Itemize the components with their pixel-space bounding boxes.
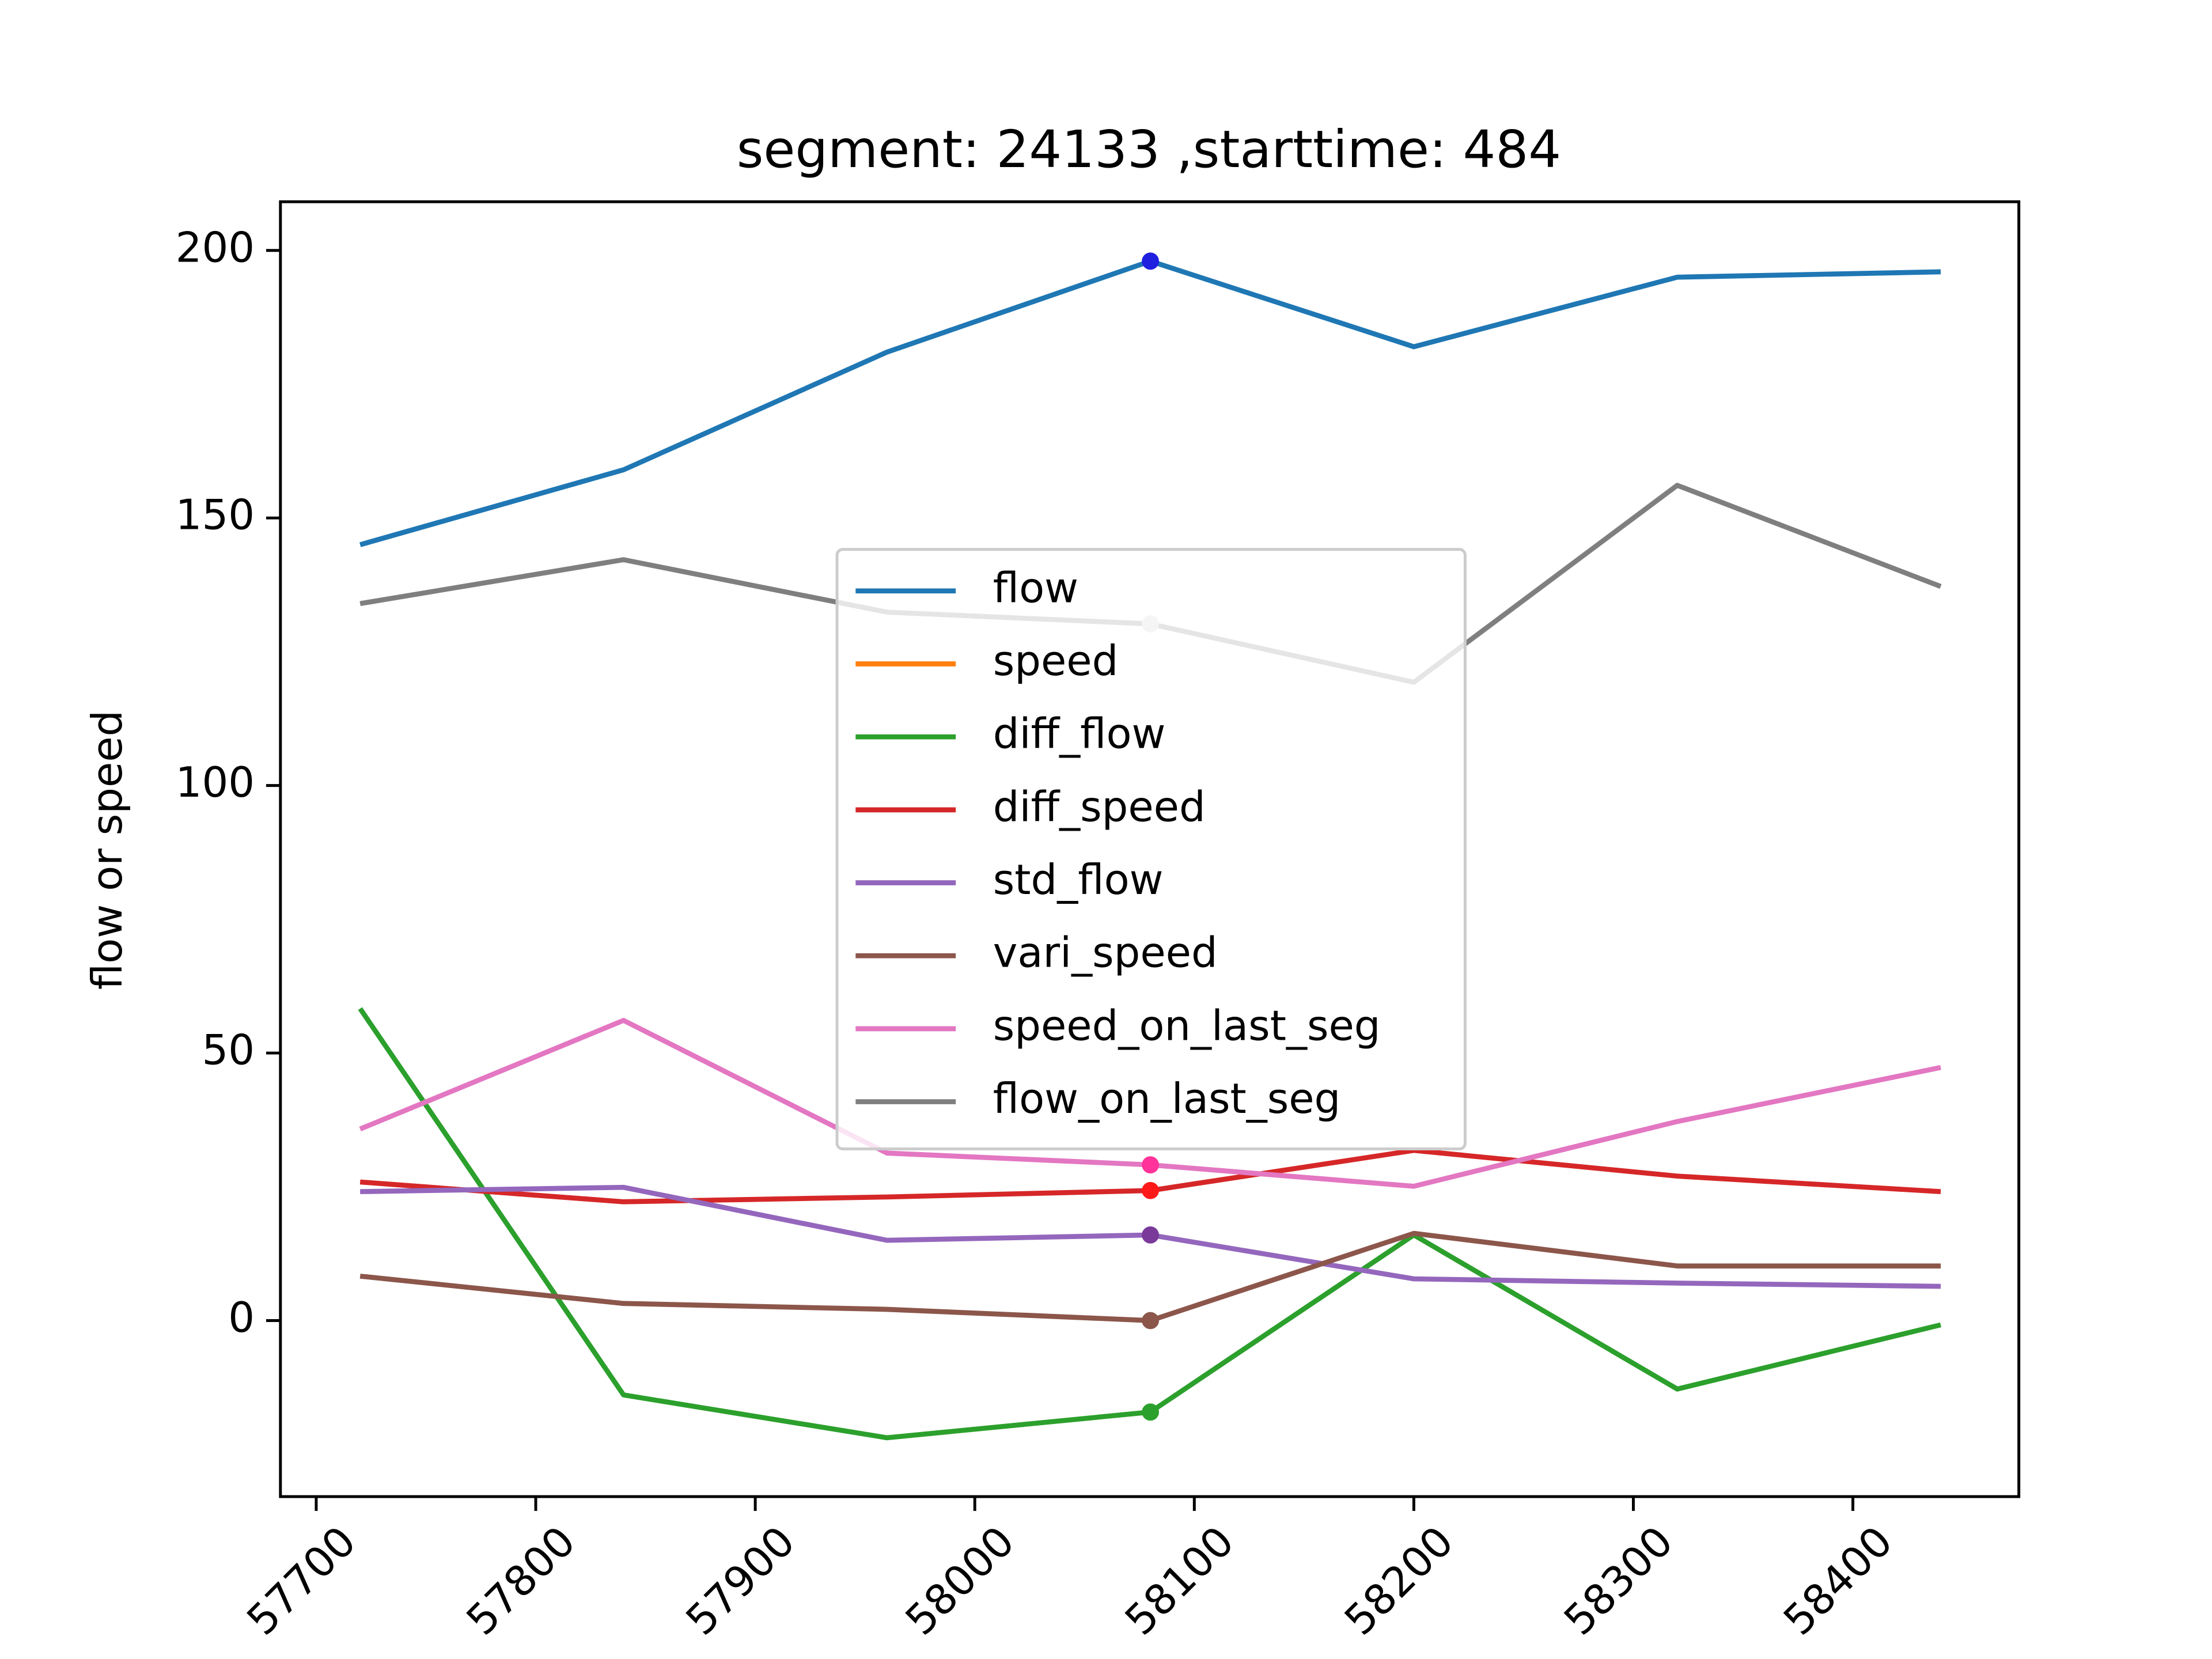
legend-label: diff_flow: [993, 710, 1166, 758]
highlight-point: [1142, 1403, 1159, 1421]
legend-label: std_flow: [993, 855, 1164, 904]
legend-label: speed_on_last_seg: [993, 1001, 1381, 1050]
highlight-point: [1142, 1312, 1159, 1330]
legend-label: flow_on_last_seg: [993, 1074, 1340, 1123]
highlight-point: [1142, 1181, 1159, 1199]
plot-frame: [279, 200, 2021, 1498]
highlight-point: [1142, 1226, 1159, 1244]
highlight-point: [1142, 1156, 1159, 1174]
y-tick-label: 50: [202, 1026, 255, 1074]
y-axis-label: flow or speed: [83, 710, 131, 990]
legend-label: flow: [993, 563, 1078, 612]
legend-label: diff_speed: [993, 782, 1206, 831]
y-tick-label: 150: [176, 491, 255, 539]
legend: flow speed diff_flow diff_speed std_flowvari…: [835, 548, 1467, 1150]
legend-label: speed: [993, 637, 1119, 685]
y-tick-label: 0: [228, 1293, 255, 1342]
y-tick-label: 200: [176, 223, 255, 271]
y-tick-label: 100: [176, 758, 255, 806]
highlight-point: [1142, 252, 1159, 270]
legend-label: vari_speed: [993, 929, 1218, 977]
chart-title: segment: 24133 ,starttime: 484: [737, 120, 1561, 180]
legend-frame: [835, 548, 1467, 1150]
